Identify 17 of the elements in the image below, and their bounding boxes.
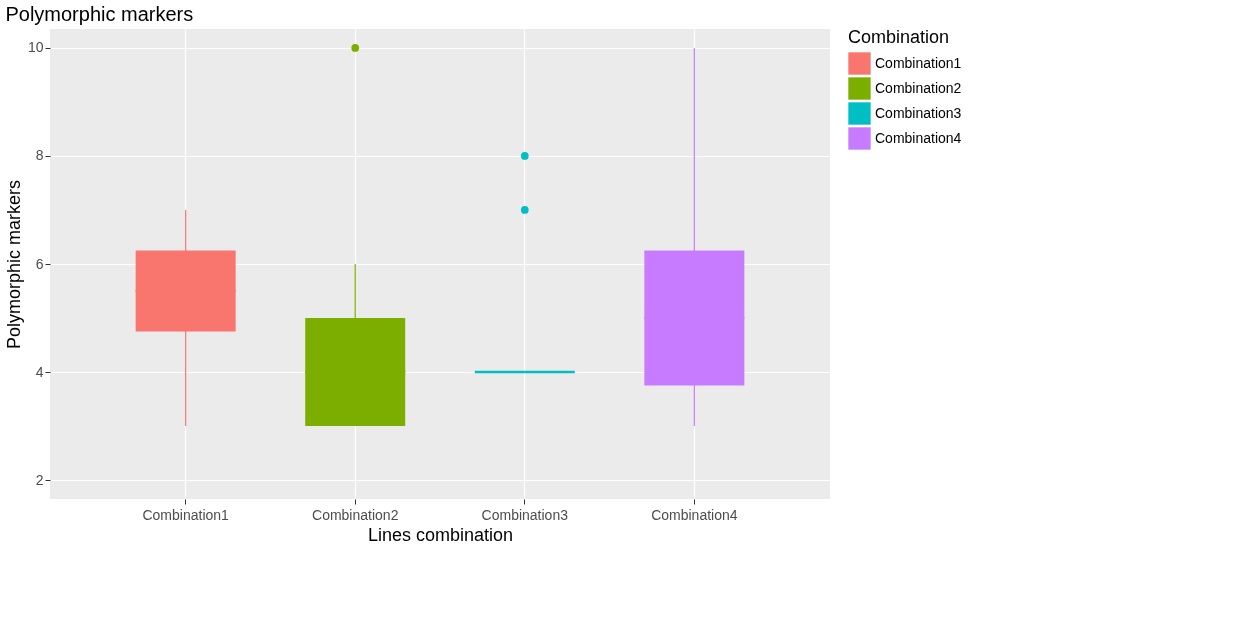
chart-title: Polymorphic markers xyxy=(5,3,194,25)
y-tick-label: 8 xyxy=(35,147,44,164)
legend-title: Combination xyxy=(848,27,950,47)
y-tick-label: 2 xyxy=(35,471,44,488)
x-tick-label: Combination4 xyxy=(651,506,738,523)
legend-label: Combination4 xyxy=(875,129,962,146)
x-axis-title: Lines combination xyxy=(367,524,514,545)
y-tick-label: 6 xyxy=(35,255,44,272)
legend-label: Combination2 xyxy=(875,79,962,96)
x-tick-label: Combination1 xyxy=(142,506,230,523)
x-tick-label: Combination2 xyxy=(312,506,399,523)
y-axis-title: Polymorphic markers xyxy=(3,179,24,350)
x-tick-label: Combination3 xyxy=(481,506,569,523)
y-tick-label: 4 xyxy=(35,363,44,380)
legend-label: Combination1 xyxy=(875,54,962,71)
legend-label: Combination3 xyxy=(875,104,962,121)
y-tick-label: 10 xyxy=(27,39,44,56)
